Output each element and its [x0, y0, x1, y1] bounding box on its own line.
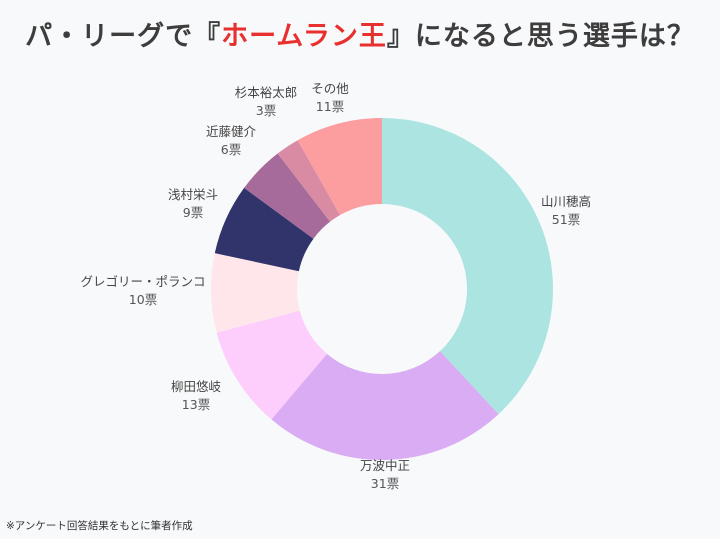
slice-value-label: 9票: [183, 205, 203, 220]
slice-label: 近藤健介: [206, 124, 257, 139]
donut-slice: [277, 140, 341, 222]
donut-slice: [297, 118, 382, 216]
chart-title-prefix: パ・リーグで『: [25, 21, 222, 52]
slice-label: 浅村栄斗: [168, 187, 218, 202]
slice-value-label: 13票: [182, 397, 210, 412]
chart-title-suffix: 』になると思う選手は？: [386, 21, 695, 52]
slice-label: 山川穂高: [541, 194, 591, 209]
donut-slice: [216, 310, 328, 420]
slice-label: 万波中正: [360, 458, 410, 473]
slice-label: 柳田悠岐: [171, 379, 222, 394]
slice-value-label: 3票: [256, 103, 276, 118]
slice-value-label: 10票: [129, 292, 157, 307]
slice-value-label: 6票: [221, 142, 241, 157]
slice-value-label: 51票: [552, 212, 580, 227]
slice-value-label: 11票: [316, 99, 344, 114]
slice-value-label: 31票: [371, 476, 399, 491]
donut-slices: [211, 118, 553, 461]
chart-title-highlight: ホームラン王: [221, 21, 387, 52]
donut-slice: [244, 153, 331, 239]
donut-slice: [214, 187, 314, 272]
footnote: ※アンケート回答結果をもとに筆者作成: [6, 520, 193, 532]
slice-label: その他: [311, 81, 349, 96]
donut-slice: [271, 351, 499, 461]
donut-slice: [211, 253, 300, 333]
slice-label: 杉本裕太郎: [235, 85, 298, 100]
donut-slice: [382, 118, 553, 415]
slice-label: グレゴリー・ポランコ: [80, 274, 205, 289]
chart-title: パ・リーグで『ホームラン王』になると思う選手は？: [0, 14, 720, 53]
